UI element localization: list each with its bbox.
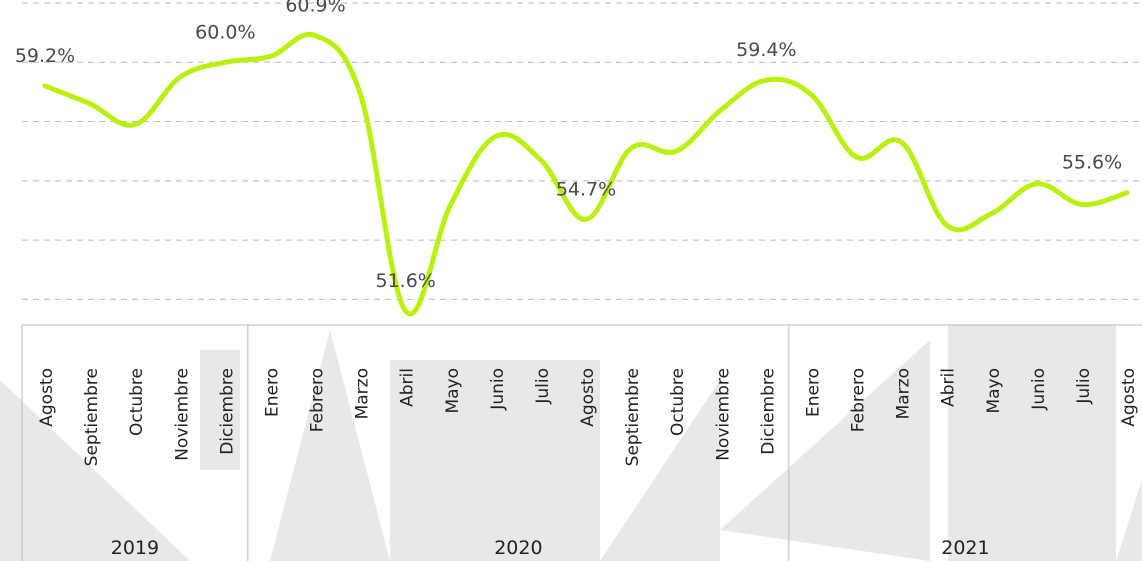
value-label: 59.4% xyxy=(736,39,796,61)
x-tick-label: Febrero xyxy=(849,368,869,432)
x-tick-label: Enero xyxy=(262,368,282,417)
x-tick-label: Marzo xyxy=(894,368,914,419)
x-tick-label: Marzo xyxy=(353,368,373,419)
chart: 59.2% 60.0% 60.9% 51.6% 54.7% 59.4% 55.6% Agos… xyxy=(0,0,1142,561)
x-tick-label: Febrero xyxy=(308,368,328,432)
value-label: 55.6% xyxy=(1062,152,1122,174)
x-tick-label: Julio xyxy=(1074,368,1094,405)
x-tick-label: Diciembre xyxy=(758,368,778,455)
x-tick-label: Noviembre xyxy=(172,368,192,461)
x-tick-label: Agosto xyxy=(37,368,57,427)
x-tick-label: Noviembre xyxy=(713,368,733,461)
x-tick-label: Diciembre xyxy=(217,368,237,455)
x-tick-label: Septiembre xyxy=(82,368,102,466)
value-label: 60.0% xyxy=(195,21,255,43)
x-tick-label: Agosto xyxy=(1119,368,1139,427)
x-tick-label: Abril xyxy=(398,368,418,407)
x-tick-label: Enero xyxy=(803,368,823,417)
group-label: 2019 xyxy=(111,537,159,559)
data-line xyxy=(45,34,1127,314)
x-tick-label: Julio xyxy=(533,368,553,405)
value-label: 60.9% xyxy=(285,0,345,17)
x-tick-label: Octubre xyxy=(127,368,147,436)
x-tick-label: Mayo xyxy=(984,368,1004,414)
x-tick-label: Agosto xyxy=(578,368,598,427)
x-tick-label: Septiembre xyxy=(623,368,643,466)
x-tick-label: Abril xyxy=(939,368,959,407)
x-tick-label: Junio xyxy=(1029,368,1049,411)
value-label: 51.6% xyxy=(375,270,435,292)
group-label: 2020 xyxy=(494,537,542,559)
value-label: 54.7% xyxy=(556,178,616,200)
group-label: 2021 xyxy=(941,537,989,559)
value-label: 59.2% xyxy=(15,45,75,67)
x-tick-label: Octubre xyxy=(668,368,688,436)
x-tick-label: Mayo xyxy=(443,368,463,414)
x-tick-label: Junio xyxy=(488,368,508,411)
